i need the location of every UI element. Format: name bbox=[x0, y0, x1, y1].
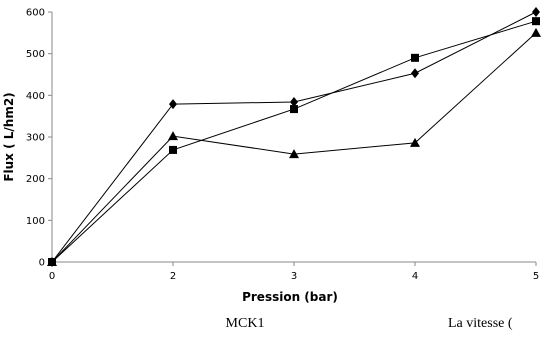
x-tick-label: 0 bbox=[49, 271, 55, 282]
x-tick-label: 5 bbox=[533, 271, 539, 282]
marker bbox=[290, 97, 298, 107]
caption: MCK1 bbox=[226, 316, 265, 331]
marker bbox=[169, 145, 177, 154]
marker bbox=[168, 131, 178, 141]
y-tick-label: 300 bbox=[26, 133, 45, 144]
marker bbox=[531, 27, 541, 37]
marker bbox=[411, 53, 419, 62]
y-tick-label: 400 bbox=[26, 91, 45, 102]
series-line bbox=[51, 11, 537, 263]
y-axis-title: Flux ( L/hm2) bbox=[2, 92, 16, 181]
caption: La vitesse ( bbox=[448, 316, 513, 331]
marker bbox=[289, 149, 299, 159]
marker bbox=[532, 7, 540, 17]
x-tick-label: 4 bbox=[412, 271, 418, 282]
y-tick-label: 100 bbox=[26, 216, 45, 227]
series-line bbox=[51, 32, 537, 263]
marker bbox=[411, 68, 419, 79]
marker bbox=[47, 257, 57, 266]
x-tick-label: 3 bbox=[291, 271, 297, 282]
y-tick-label: 600 bbox=[26, 8, 45, 19]
y-tick-label: 0 bbox=[39, 258, 45, 269]
x-tick-label: 2 bbox=[170, 271, 176, 282]
series-line bbox=[51, 20, 537, 263]
y-tick-label: 500 bbox=[26, 49, 45, 60]
marker bbox=[410, 137, 420, 147]
marker bbox=[169, 99, 177, 110]
x-axis-title: Pression (bar) bbox=[242, 290, 338, 304]
y-tick-label: 200 bbox=[26, 174, 45, 185]
marker bbox=[532, 17, 540, 26]
marker bbox=[290, 105, 298, 114]
